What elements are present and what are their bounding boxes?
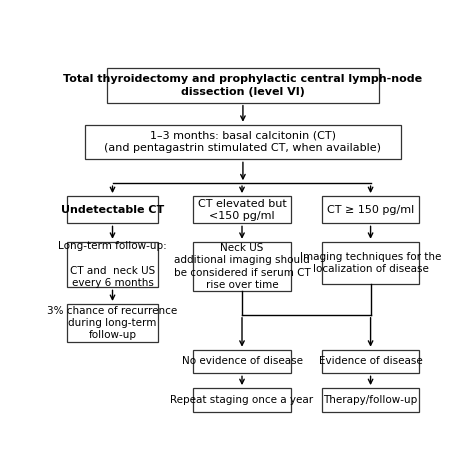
Text: Therapy/follow-up: Therapy/follow-up bbox=[323, 395, 418, 405]
Text: 3% chance of recurrence
during long-term
follow-up: 3% chance of recurrence during long-term… bbox=[47, 306, 178, 341]
Text: 1–3 months: basal calcitonin (CT)
(and pentagastrin stimulated CT, when availabl: 1–3 months: basal calcitonin (CT) (and p… bbox=[104, 131, 382, 153]
Text: Neck US
additional imaging should
be considered if serum CT
rise over time: Neck US additional imaging should be con… bbox=[173, 243, 310, 290]
FancyBboxPatch shape bbox=[66, 196, 158, 223]
Text: CT ≥ 150 pg/ml: CT ≥ 150 pg/ml bbox=[327, 205, 414, 215]
FancyBboxPatch shape bbox=[322, 242, 419, 284]
FancyBboxPatch shape bbox=[193, 350, 291, 373]
FancyBboxPatch shape bbox=[193, 196, 291, 223]
Text: Evidence of disease: Evidence of disease bbox=[319, 356, 422, 367]
Text: Total thyroidectomy and prophylactic central lymph-node
dissection (level VI): Total thyroidectomy and prophylactic cen… bbox=[64, 74, 422, 96]
Text: CT elevated but
<150 pg/ml: CT elevated but <150 pg/ml bbox=[198, 199, 286, 221]
FancyBboxPatch shape bbox=[66, 304, 158, 342]
FancyBboxPatch shape bbox=[322, 388, 419, 412]
Text: Undetectable CT: Undetectable CT bbox=[61, 205, 164, 215]
FancyBboxPatch shape bbox=[107, 68, 379, 103]
FancyBboxPatch shape bbox=[193, 388, 291, 412]
FancyBboxPatch shape bbox=[322, 196, 419, 223]
FancyBboxPatch shape bbox=[193, 242, 291, 291]
FancyBboxPatch shape bbox=[322, 350, 419, 373]
Text: Long-term follow-up:

CT and  neck US
every 6 months: Long-term follow-up: CT and neck US ever… bbox=[58, 241, 167, 288]
FancyBboxPatch shape bbox=[66, 242, 158, 287]
Text: Imaging techniques for the
localization of disease: Imaging techniques for the localization … bbox=[300, 252, 441, 274]
Text: Repeat staging once a year: Repeat staging once a year bbox=[171, 395, 314, 405]
FancyBboxPatch shape bbox=[85, 124, 401, 160]
Text: No evidence of disease: No evidence of disease bbox=[182, 356, 302, 367]
